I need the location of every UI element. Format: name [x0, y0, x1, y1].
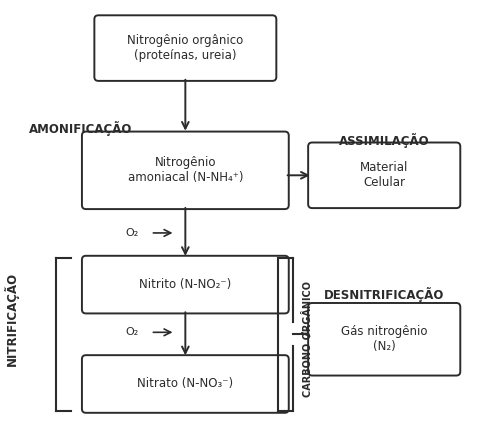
Text: NITRIFICAÇÃO: NITRIFICAÇÃO: [4, 272, 19, 366]
FancyBboxPatch shape: [82, 355, 289, 413]
Text: ASSIMILAÇÃO: ASSIMILAÇÃO: [339, 133, 430, 148]
Text: Nitrito (N-NO₂⁻): Nitrito (N-NO₂⁻): [139, 278, 231, 291]
Text: Nitrogênio
amoniacal (N-NH₄⁺): Nitrogênio amoniacal (N-NH₄⁺): [127, 156, 243, 184]
Text: O₂: O₂: [125, 328, 139, 337]
Text: Material
Celular: Material Celular: [360, 161, 408, 189]
Text: CARBONO ORGÂNICO: CARBONO ORGÂNICO: [303, 281, 312, 397]
Text: Nitrogênio orgânico
(proteínas, ureia): Nitrogênio orgânico (proteínas, ureia): [127, 34, 244, 62]
FancyBboxPatch shape: [94, 15, 277, 81]
Text: DESNITRIFICAÇÃO: DESNITRIFICAÇÃO: [324, 287, 444, 302]
FancyBboxPatch shape: [82, 256, 289, 313]
FancyBboxPatch shape: [82, 132, 289, 209]
FancyBboxPatch shape: [308, 303, 461, 376]
FancyBboxPatch shape: [308, 142, 461, 208]
Text: AMONIFICAÇÃO: AMONIFICAÇÃO: [29, 121, 133, 136]
Text: Gás nitrogênio
(N₂): Gás nitrogênio (N₂): [341, 325, 428, 353]
Text: Nitrato (N-NO₃⁻): Nitrato (N-NO₃⁻): [137, 377, 233, 390]
Text: O₂: O₂: [125, 228, 139, 238]
